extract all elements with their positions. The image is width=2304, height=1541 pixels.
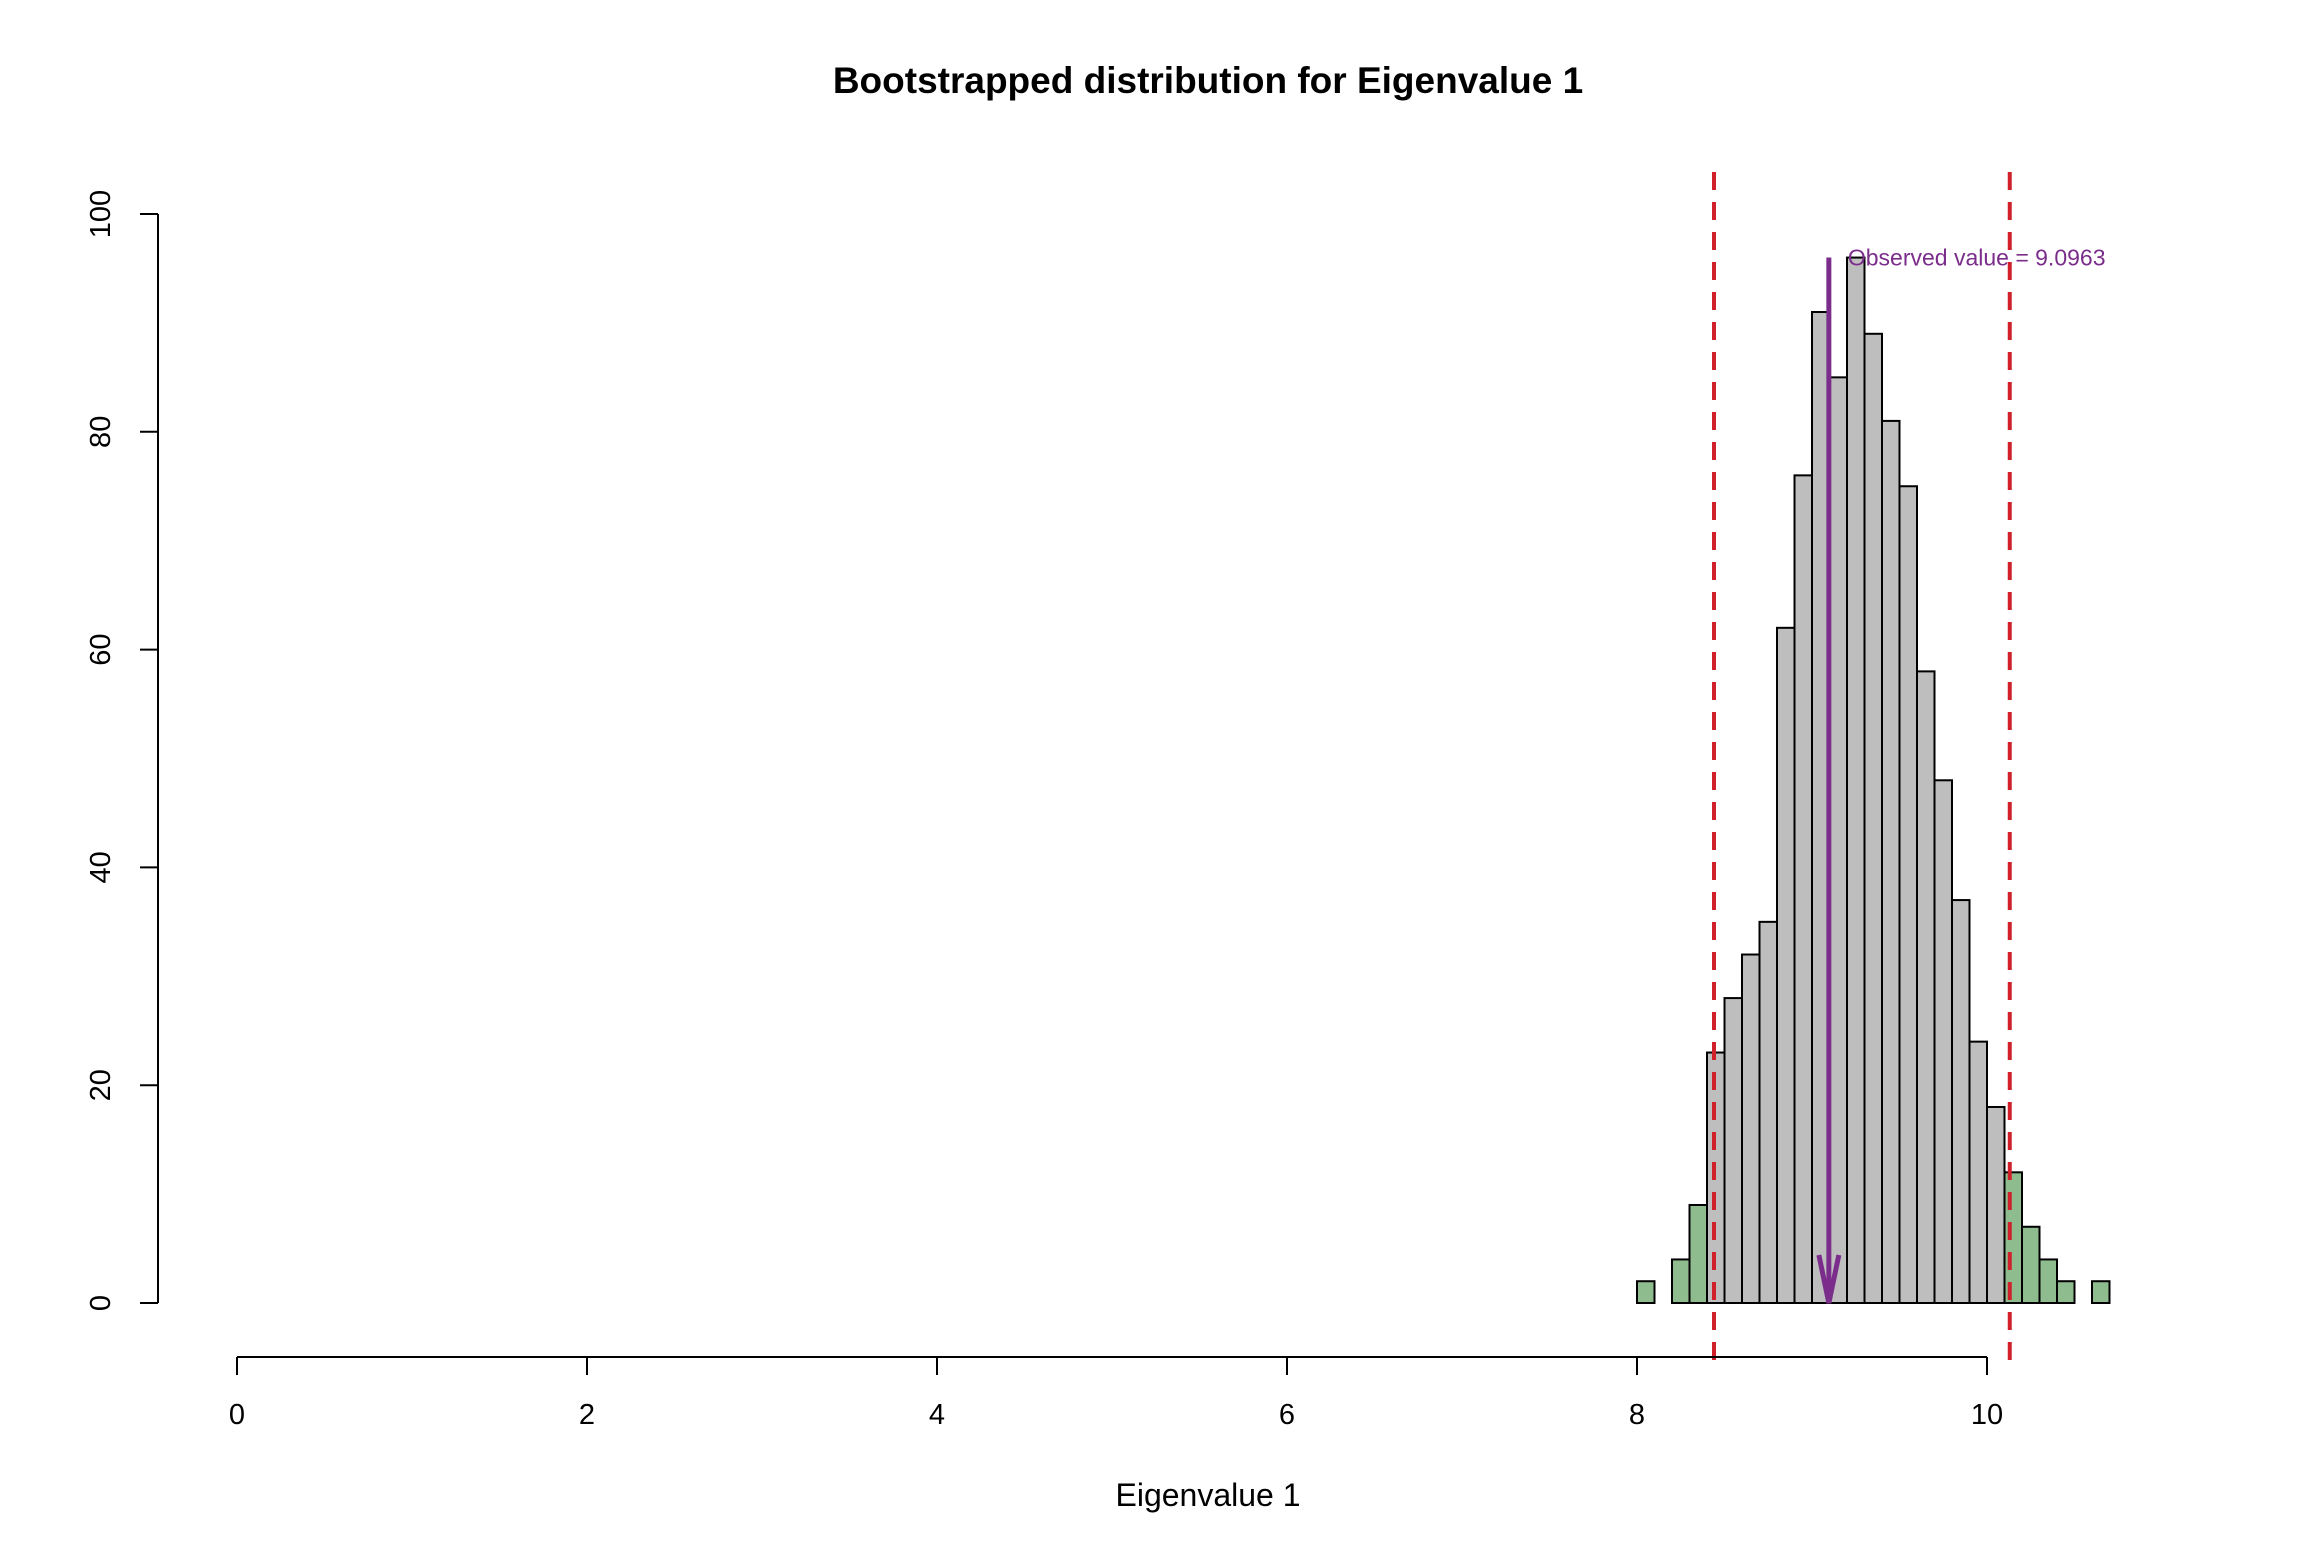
histogram-bar [2091, 1280, 2111, 1304]
histogram-bar [1898, 485, 1918, 1304]
x-tick-label: 4 [929, 1399, 945, 1431]
x-tick-label: 10 [1971, 1399, 2003, 1431]
x-tick-label: 6 [1279, 1399, 1295, 1431]
confidence-interval-lines [1712, 172, 2012, 1360]
x-tick-label: 2 [579, 1399, 595, 1431]
histogram-bar [1986, 1105, 2006, 1304]
histogram-bar [1636, 1280, 1656, 1304]
histogram-bars [1636, 256, 2111, 1305]
histogram-bar [1846, 256, 1866, 1304]
x-tick-label: 8 [1629, 1399, 1645, 1431]
observed-arrow-head [1816, 1254, 1842, 1304]
histogram-bar [1671, 1258, 1691, 1304]
observed-value-marker: Observed value = 9.0963 [1816, 245, 2106, 1304]
histogram-bar [1916, 670, 1936, 1304]
y-tick-label: 80 [85, 416, 117, 448]
histogram-bar [2056, 1280, 2076, 1304]
histogram-bar [1881, 419, 1901, 1305]
x-axis-label: Eigenvalue 1 [1115, 1477, 1300, 1513]
histogram-bar [1951, 899, 1971, 1304]
observed-value-label: Observed value = 9.0963 [1848, 245, 2106, 271]
histogram-bar [1688, 1203, 1708, 1304]
x-tick-label: 0 [229, 1399, 245, 1431]
chart-title: Bootstrapped distribution for Eigenvalue… [833, 60, 1583, 101]
histogram-bar [1723, 997, 1743, 1305]
histogram-bar [1793, 474, 1813, 1304]
histogram-bar [2003, 1171, 2023, 1304]
y-tick-label: 0 [85, 1295, 117, 1311]
y-tick-label: 20 [85, 1069, 117, 1101]
histogram-bar [2038, 1258, 2058, 1304]
histogram-bar [1828, 376, 1848, 1305]
histogram-bar [1933, 779, 1953, 1304]
y-tick-label: 60 [85, 633, 117, 665]
histogram-bar [1741, 953, 1761, 1305]
y-tick-label: 100 [85, 190, 117, 238]
histogram-bar [1776, 626, 1796, 1304]
histogram-bar [1968, 1040, 1988, 1304]
histogram-bar [1863, 332, 1883, 1305]
histogram-bar [2021, 1225, 2041, 1305]
y-tick-label: 40 [85, 851, 117, 883]
histogram-bar [1758, 920, 1778, 1304]
